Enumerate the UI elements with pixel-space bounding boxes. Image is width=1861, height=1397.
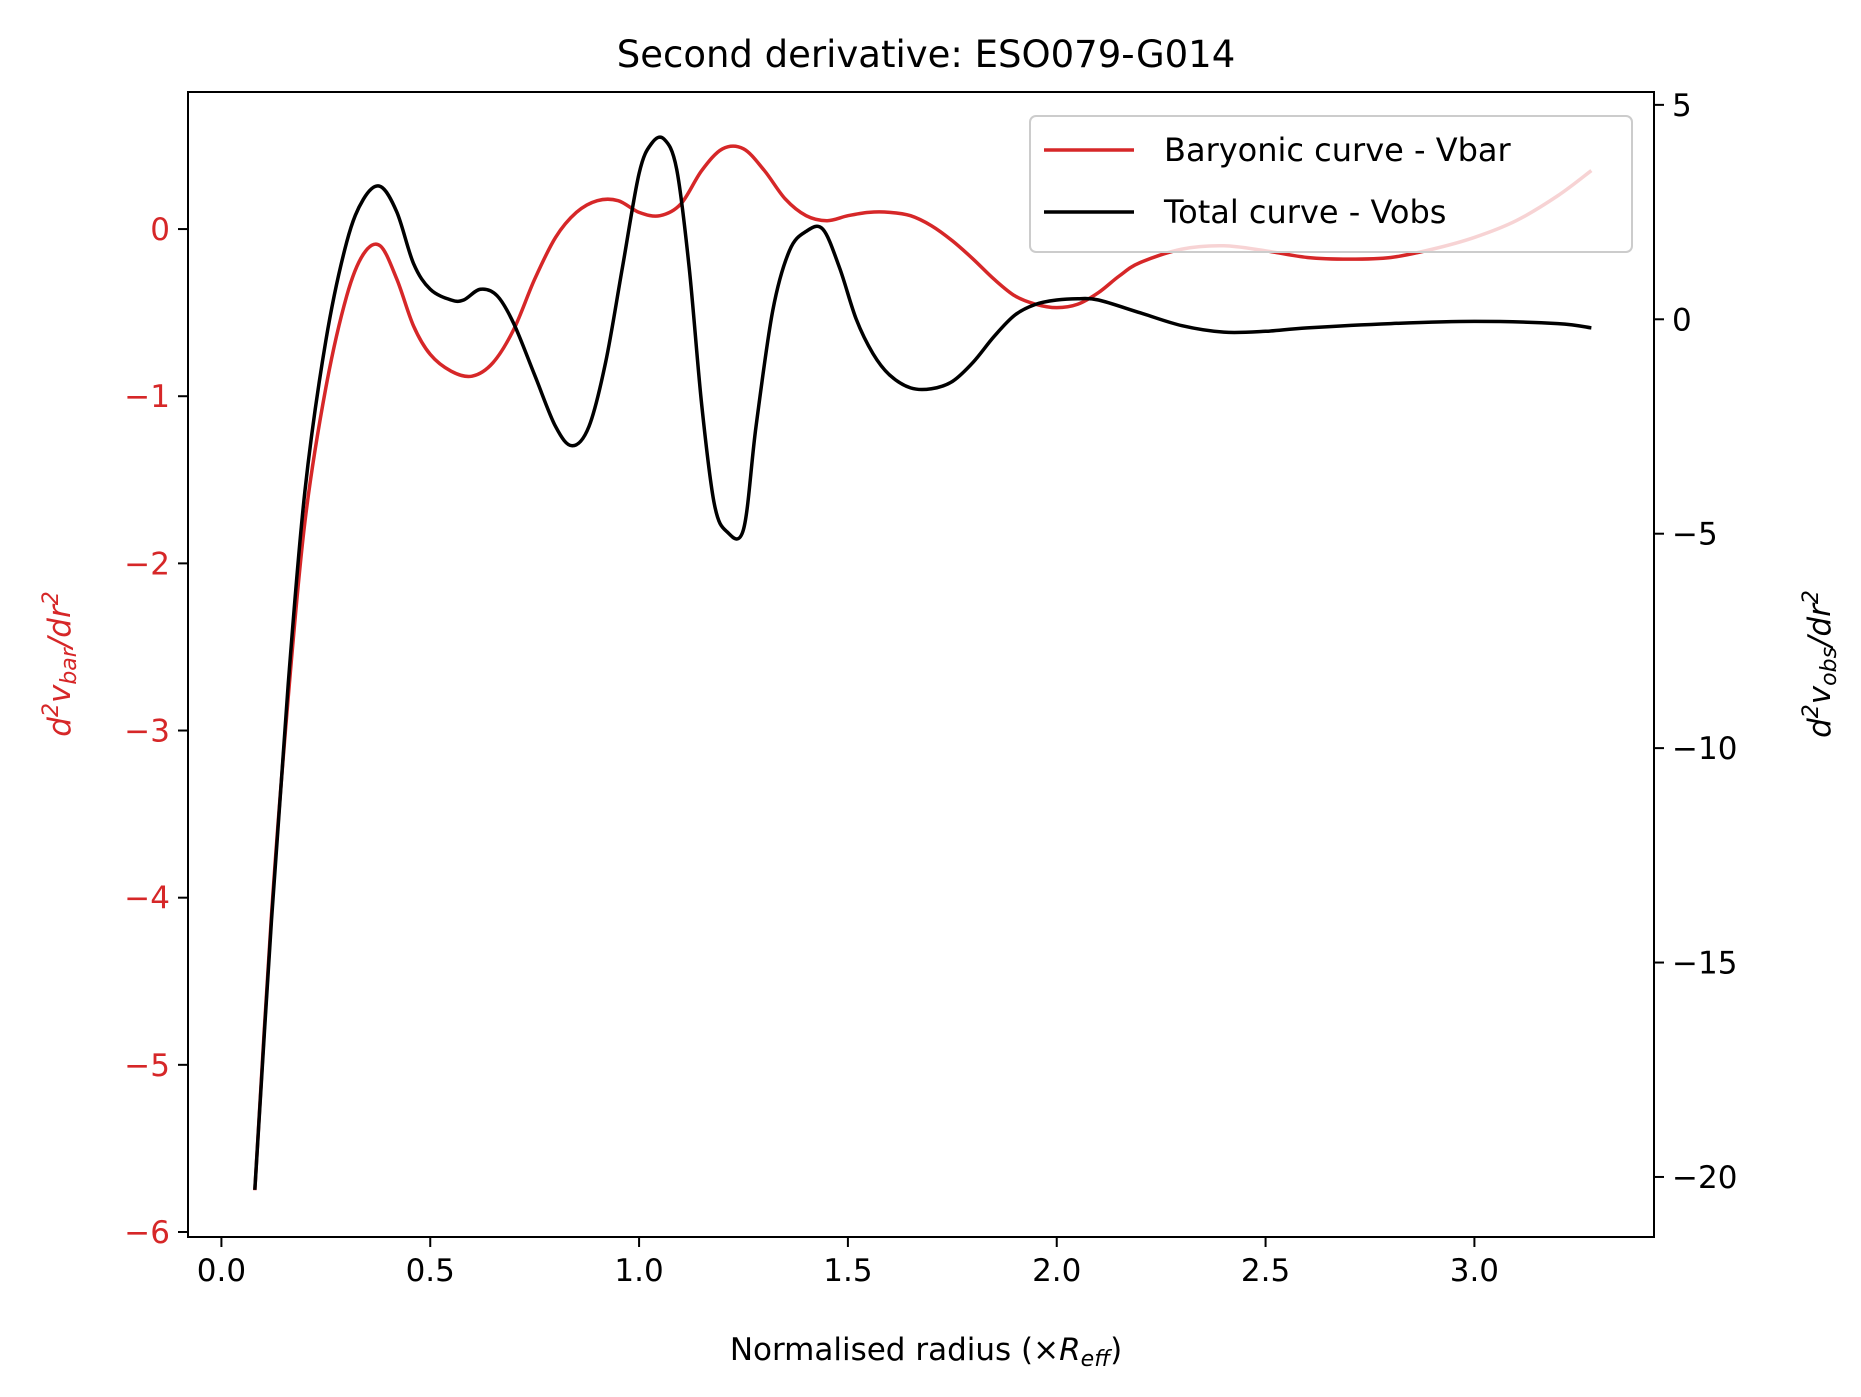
legend: Baryonic curve - Vbar Total curve - Vobs	[1029, 115, 1633, 253]
y-left-label-sup2: 2	[39, 591, 64, 605]
y-axis-right-label: d2vobs/dr2	[1799, 590, 1842, 738]
x-axis-label-suffix: )	[1110, 1332, 1122, 1368]
y-right-label-sup: 2	[1799, 704, 1824, 718]
y-right-tick-label: −10	[1672, 731, 1737, 767]
y-right-tick-label: 5	[1672, 88, 1692, 124]
y-axis-left-label: d2vbar/dr2	[39, 591, 82, 736]
x-tick-label: 2.5	[1241, 1253, 1290, 1289]
x-tick-label: 0.0	[197, 1253, 246, 1289]
x-axis-label-sub: eff	[1081, 1347, 1113, 1372]
x-tick-label: 1.0	[614, 1253, 663, 1289]
y-left-tick-label: −4	[124, 881, 170, 917]
series-line-total	[253, 135, 1592, 1190]
x-tick-label: 0.5	[406, 1253, 455, 1289]
x-axis-label-prefix: Normalised radius (×	[730, 1332, 1059, 1368]
x-tick-label: 3.0	[1450, 1253, 1499, 1289]
x-tick-label: 1.5	[823, 1253, 872, 1289]
y-left-tick-label: −6	[124, 1215, 170, 1251]
y-right-label-d: d	[1802, 718, 1838, 738]
y-left-tick-label: −1	[124, 379, 170, 415]
plot-frame	[187, 91, 1655, 1238]
y-right-label-rest: /dr	[1802, 602, 1838, 650]
y-axis-right: −20 −15 −10 −5 0 5	[1654, 88, 1737, 1196]
y-right-label-sup2: 2	[1799, 590, 1824, 604]
y-left-label-sup: 2	[39, 703, 64, 717]
y-left-tick-label: −5	[124, 1048, 170, 1084]
chart-title: Second derivative: ESO079-G014	[617, 33, 1236, 76]
y-right-tick-label: −20	[1672, 1160, 1737, 1196]
x-axis-label-var: R	[1059, 1332, 1081, 1368]
y-right-tick-label: −15	[1672, 946, 1737, 982]
y-left-label-rest: /dr	[42, 603, 78, 651]
legend-box	[1029, 115, 1633, 253]
y-axis-left: −6 −5 −4 −3 −2 −1 0	[124, 212, 188, 1251]
legend-label-baryonic: Baryonic curve - Vbar	[1164, 131, 1512, 169]
y-left-tick-label: −2	[124, 546, 170, 582]
y-right-label-sub: obs	[1817, 647, 1842, 686]
y-right-tick-label: −5	[1672, 517, 1718, 553]
y-right-label-v: v	[1802, 685, 1838, 704]
x-axis: 0.0 0.5 1.0 1.5 2.0 2.5 3.0	[197, 1237, 1499, 1289]
x-tick-label: 2.0	[1032, 1253, 1081, 1289]
y-left-label-sub: bar	[57, 646, 82, 684]
y-left-tick-label: −3	[124, 714, 170, 750]
legend-label-total: Total curve - Vobs	[1163, 193, 1446, 231]
y-left-label-v: v	[42, 684, 78, 703]
y-left-tick-label: 0	[150, 212, 170, 248]
y-left-label-d: d	[42, 717, 78, 737]
y-right-tick-label: 0	[1672, 302, 1692, 338]
x-axis-label: Normalised radius (×Reff)	[730, 1332, 1122, 1372]
